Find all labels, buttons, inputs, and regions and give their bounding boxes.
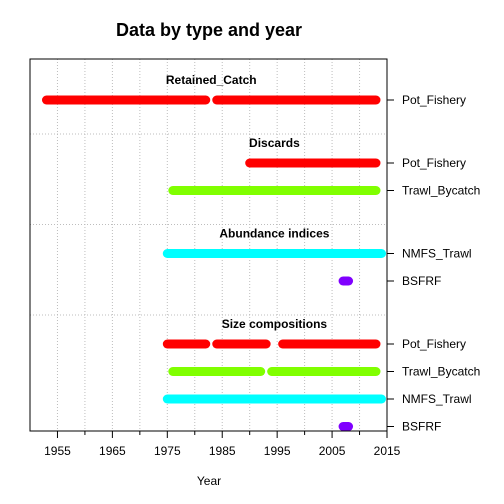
- fleet-label: Pot_Fishery: [402, 337, 466, 351]
- section-label: Discards: [249, 136, 300, 150]
- section-label: Abundance indices: [219, 227, 329, 241]
- x-tick-label: 2005: [319, 444, 346, 458]
- fleet-label: Trawl_Bycatch: [402, 184, 480, 198]
- section-label: Retained_Catch: [166, 73, 257, 87]
- data-layer: [41, 95, 387, 431]
- x-axis-title: Year: [197, 474, 221, 488]
- x-tick-label: 1965: [99, 444, 126, 458]
- x-tick-label: 2015: [374, 444, 401, 458]
- label-layer: Retained_Catch Discards Abundance indices S…: [166, 73, 330, 331]
- x-tick-label: 1975: [154, 444, 181, 458]
- x-tick-label: 1985: [209, 444, 236, 458]
- fleet-label: Trawl_Bycatch: [402, 365, 480, 379]
- fleet-label: NMFS_Trawl: [402, 392, 472, 406]
- section-label: Size compositions: [222, 317, 328, 331]
- fleet-label: NMFS_Trawl: [402, 247, 472, 261]
- plot-frame: [29, 58, 388, 432]
- fleet-label: Pot_Fishery: [402, 93, 466, 107]
- x-tick-label: 1995: [264, 444, 291, 458]
- fleet-label: Pot_Fishery: [402, 156, 466, 170]
- axis-layer: Pot_Fishery Pot_Fishery Trawl_Bycatch NMFS_…: [44, 93, 480, 458]
- fleet-label: BSFRF: [402, 420, 441, 434]
- chart-title: Data by type and year: [116, 20, 302, 40]
- x-tick-label: 1955: [44, 444, 71, 458]
- fleet-label: BSFRF: [402, 274, 441, 288]
